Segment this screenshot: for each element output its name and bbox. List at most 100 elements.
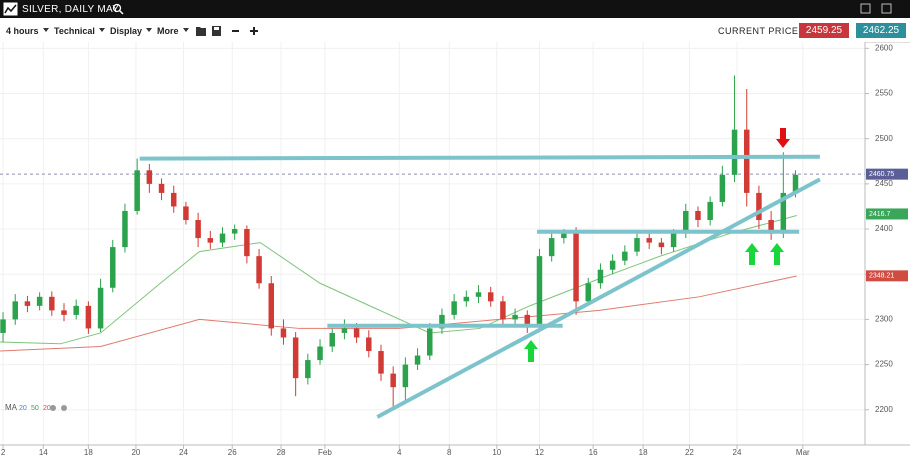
x-tick-label: 14	[39, 448, 48, 457]
candle-body	[170, 192, 177, 207]
candle-body	[731, 129, 738, 175]
candle-body	[231, 229, 238, 234]
search-icon[interactable]	[112, 3, 124, 15]
candle-body	[280, 328, 287, 338]
x-tick-label: Feb	[318, 448, 332, 457]
candle-body	[353, 328, 360, 338]
x-tick-label: 10	[492, 448, 501, 457]
price-tag-label: 2416.7	[869, 211, 891, 218]
candle-body	[634, 238, 640, 252]
up-arrow	[770, 243, 784, 265]
x-tick-label: 24	[733, 448, 742, 457]
candle-body	[646, 238, 652, 243]
x-tick-label: 2	[1, 448, 6, 457]
candle-body	[536, 256, 543, 324]
candle-body	[195, 220, 201, 239]
candle-body	[366, 337, 372, 352]
candle-body	[219, 233, 226, 243]
candle-body	[768, 220, 774, 234]
candle-body	[378, 351, 384, 374]
x-tick-label: 16	[589, 448, 598, 457]
current-price-label: CURRENT PRICE:	[718, 26, 802, 36]
legend-period: 200	[43, 405, 55, 412]
x-tick-label: 18	[84, 448, 93, 457]
candle-body	[97, 287, 104, 329]
x-tick-label: 8	[447, 448, 452, 457]
candle-body	[792, 174, 799, 193]
candle-body	[329, 332, 335, 347]
y-tick-label: 2250	[875, 360, 893, 369]
candle-body	[670, 233, 677, 248]
candle-body	[573, 233, 579, 302]
legend-label: MA	[5, 403, 18, 412]
candle-body	[73, 305, 79, 315]
candle-body	[390, 373, 396, 388]
candle-body	[61, 310, 67, 315]
candle-body	[439, 314, 445, 329]
x-tick-label: 12	[535, 448, 544, 457]
window-icons[interactable]	[860, 3, 900, 15]
price-tag-label: 2348.21	[869, 273, 894, 280]
chart-title: SILVER, DAILY MAY	[22, 4, 120, 15]
menu-more[interactable]: More	[157, 26, 189, 36]
y-tick-label: 2200	[875, 405, 893, 414]
candle-body	[341, 328, 348, 333]
candle-body	[0, 319, 6, 333]
candle-body	[305, 360, 311, 379]
down-arrow	[776, 128, 790, 148]
logo	[3, 2, 18, 16]
candle-body	[487, 292, 494, 302]
menu-display[interactable]: Display	[110, 26, 152, 36]
x-tick-label: 20	[131, 448, 140, 457]
plot-area	[0, 42, 865, 445]
ask-price[interactable]: 2462.25	[856, 23, 906, 38]
candle-body	[683, 210, 689, 234]
tool-icons[interactable]	[195, 24, 265, 38]
settings-icon[interactable]	[50, 405, 56, 411]
y-tick-label: 2600	[875, 43, 893, 52]
up-arrow	[745, 243, 759, 265]
x-tick-label: 22	[685, 448, 694, 457]
y-tick-label: 2300	[875, 315, 893, 324]
candle-body	[512, 314, 518, 320]
menu-technical[interactable]: Technical	[54, 26, 105, 36]
trend-line	[376, 177, 821, 419]
legend-period: 50	[31, 405, 39, 412]
candle-body	[707, 201, 713, 221]
candle-body	[585, 283, 591, 302]
menu-interval[interactable]: 4 hours	[6, 26, 49, 36]
price-tag	[866, 270, 908, 282]
candle-body	[414, 355, 421, 365]
candle-body	[207, 238, 214, 243]
x-tick-label: Mar	[796, 448, 810, 457]
candle-body	[268, 283, 275, 329]
price-tag	[866, 208, 908, 220]
candle-body	[49, 296, 55, 311]
title-bar: SILVER, DAILY MAY	[0, 0, 910, 18]
candle-body	[597, 269, 604, 284]
candle-body	[158, 183, 165, 193]
price-tag	[866, 168, 908, 180]
candle-body	[36, 296, 43, 306]
x-tick-label: 18	[639, 448, 648, 457]
candle-body	[183, 206, 189, 221]
candle-body	[756, 192, 762, 221]
candle-body	[427, 328, 433, 356]
candle-body	[244, 229, 250, 257]
candle-body	[402, 364, 409, 388]
candle-body	[134, 170, 140, 211]
y-tick-label: 2400	[875, 224, 893, 233]
x-tick-label: 24	[179, 448, 188, 457]
candle-body	[451, 301, 457, 315]
candle-body	[780, 192, 787, 234]
moving-average	[0, 275, 797, 352]
candle-body	[110, 247, 116, 288]
y-tick-label: 2450	[875, 179, 893, 188]
trend-line	[139, 154, 820, 161]
candle-body	[695, 210, 701, 221]
candle-body	[561, 233, 567, 239]
settings-icon[interactable]	[61, 405, 67, 411]
bid-price[interactable]: 2459.25	[799, 23, 849, 38]
candle-body	[317, 346, 323, 361]
